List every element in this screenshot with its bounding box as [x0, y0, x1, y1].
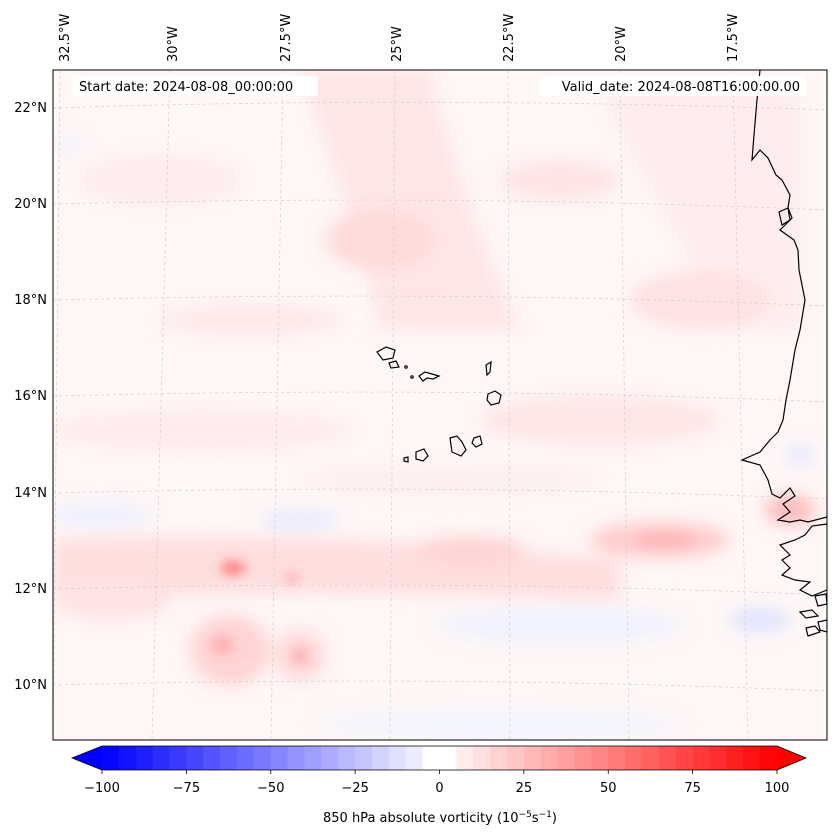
colorbar-tick-label: −75 [173, 781, 200, 796]
colorbar-cell [557, 746, 576, 770]
colorbar-cell [287, 746, 306, 770]
colorbar-cell [169, 746, 187, 770]
colorbar-cell [422, 746, 441, 770]
colorbar-min-extension [72, 746, 102, 770]
map-frame [52, 69, 828, 741]
colorbar-cell [574, 746, 592, 770]
lon-label: 20°W [614, 26, 629, 62]
lat-label: 22°N [14, 101, 47, 116]
lon-label: 27.5°W [279, 14, 294, 62]
colorbar-cell [591, 746, 609, 770]
colorbar-cell [709, 746, 727, 770]
lat-label: 16°N [14, 389, 47, 404]
colorbar-tick-label: 75 [684, 781, 701, 796]
lon-label: 25°W [390, 26, 405, 62]
colorbar-label: 850 hPa absolute vorticity (10−5s−1) [323, 810, 557, 826]
colorbar-cell [692, 746, 711, 770]
lon-label: 17.5°W [726, 14, 741, 62]
colorbar-tick-label: 50 [600, 781, 617, 796]
start-date-label: Start date: 2024-08-08_00:00:00 [79, 80, 293, 95]
colorbar-cell [456, 746, 474, 770]
colorbar-cell [608, 746, 626, 770]
lat-label: 12°N [14, 582, 47, 597]
colorbar-cell [220, 746, 238, 770]
colorbar-cell [658, 746, 677, 770]
colorbar-cell [726, 746, 744, 770]
colorbar-tick-label: −100 [84, 781, 120, 796]
colorbar-cell [743, 746, 761, 770]
colorbar-cell [405, 746, 424, 770]
colorbar-cell [355, 746, 373, 770]
colorbar-max-extension [777, 746, 806, 770]
colorbar-cell [642, 746, 660, 770]
lat-label: 10°N [14, 678, 47, 693]
lat-label: 14°N [14, 486, 47, 501]
lon-label: 30°W [166, 26, 181, 62]
colorbar-cell [270, 746, 289, 770]
colorbar-cell [760, 746, 778, 770]
colorbar-cell [388, 746, 407, 770]
vorticity-field [53, 70, 827, 740]
colorbar-tick-label: −25 [341, 781, 368, 796]
colorbar-cell [675, 746, 694, 770]
lon-label: 22.5°W [502, 14, 517, 62]
colorbar-cell [625, 746, 643, 770]
colorbar-cell [372, 746, 390, 770]
valid-date-box [540, 76, 806, 96]
colorbar: −100 −75 −50 −25 0 25 50 75 100 850 hPa absolute… [70, 745, 808, 826]
colorbar-tick-label: −50 [257, 781, 284, 796]
cabo-verde-islands [376, 346, 502, 463]
colorbar-cell [102, 746, 120, 770]
lon-label: 32.5°W [58, 14, 73, 62]
colorbar-cell [253, 746, 272, 770]
colorbar-tick-label: 100 [765, 781, 790, 796]
colorbar-cell [152, 746, 171, 770]
colorbar-tick-label: 0 [435, 781, 443, 796]
colorbar-cell [135, 746, 154, 770]
colorbar-cell [118, 746, 137, 770]
colorbar-cell [237, 746, 255, 770]
colorbar-cell [338, 746, 356, 770]
lat-label: 18°N [14, 293, 47, 308]
start-date-box [73, 76, 318, 96]
colorbar-cell [186, 746, 204, 770]
colorbar-cell [439, 746, 457, 770]
colorbar-cell [203, 746, 221, 770]
colorbar-cell [490, 746, 508, 770]
colorbar-cell [540, 746, 559, 770]
colorbar-cell [507, 746, 525, 770]
colorbar-cell [321, 746, 339, 770]
colorbar-cell [304, 746, 322, 770]
colorbar-tick-label: 25 [516, 781, 533, 796]
africa-coastline [740, 70, 827, 637]
colorbar-cell [473, 746, 491, 770]
latitude-labels: 22°N 20°N 18°N 16°N 14°N 12°N 10°N [14, 101, 47, 693]
lat-label: 20°N [14, 197, 47, 212]
valid-date-label: Valid_date: 2024-08-08T16:00:00.00 [562, 80, 800, 95]
longitude-labels: 32.5°W 30°W 27.5°W 25°W 22.5°W 20°W 17.5… [58, 14, 741, 62]
colorbar-cell [523, 746, 542, 770]
